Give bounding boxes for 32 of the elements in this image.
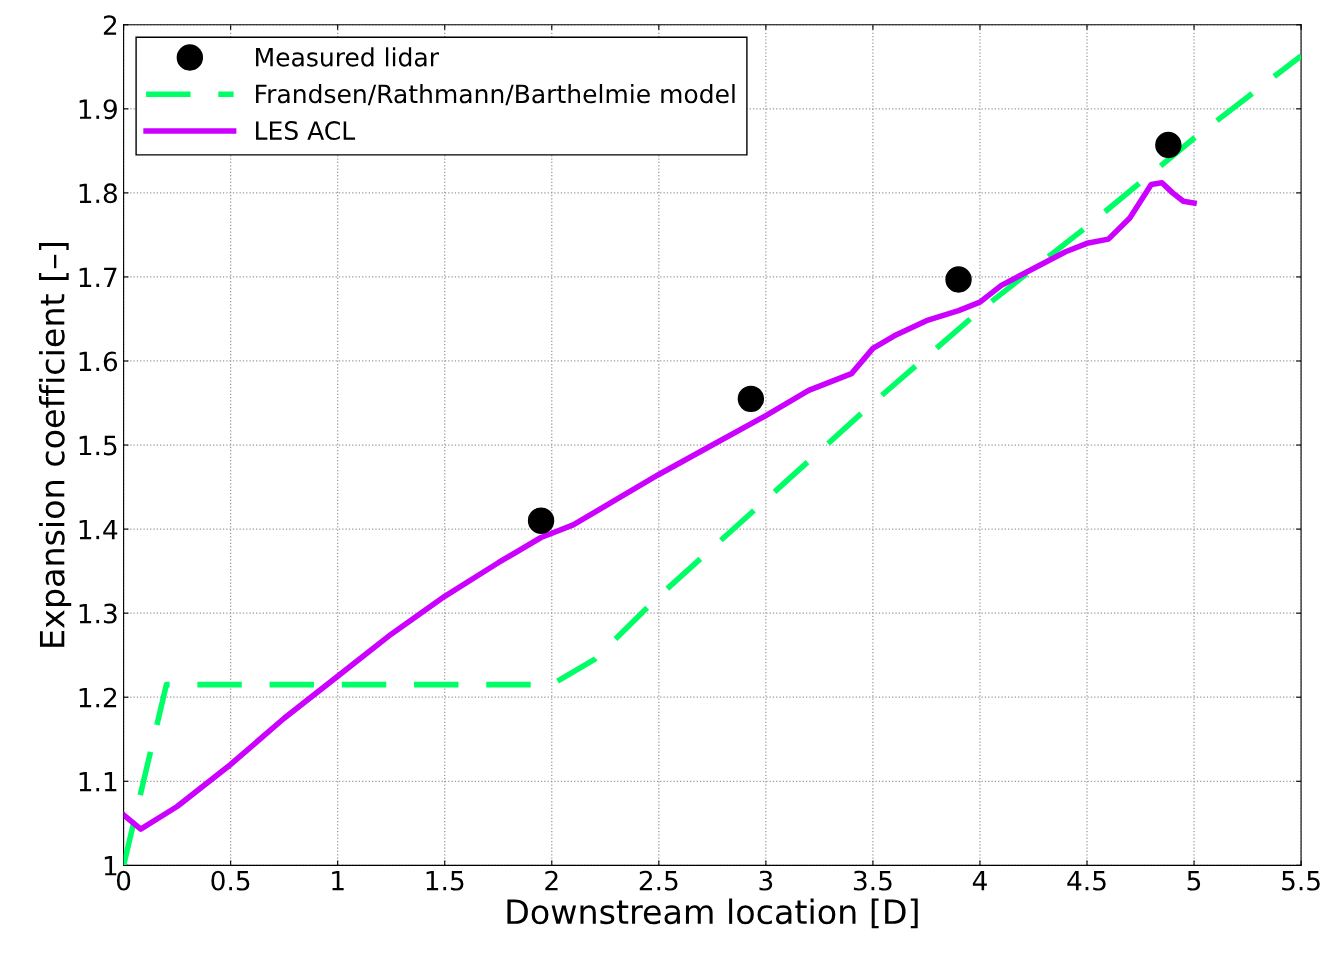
point: [945, 266, 972, 293]
point: [527, 507, 555, 534]
x-tick-label: 1.5: [426, 871, 464, 891]
x-tick-label: 0.5: [211, 870, 250, 891]
point: [737, 385, 765, 413]
y-tick-label: 2: [103, 15, 117, 35]
x-tick-label: 0: [116, 870, 131, 891]
x-tick-label: 2.5: [639, 870, 678, 891]
y-tick-label: 1.8: [79, 183, 117, 204]
y-tick-label: 1.9: [79, 99, 117, 120]
y-tick-label: 1.6: [79, 351, 118, 372]
x-tick-label: 5: [1187, 871, 1201, 891]
x-tick-label: 5.5: [1282, 871, 1320, 891]
y-tick-label: 1.4: [79, 519, 118, 540]
x-tick-label: 3: [759, 870, 773, 891]
y-tick-label: 1.5: [79, 435, 117, 456]
point: [1155, 131, 1182, 159]
x-tick-label: 4.5: [1067, 871, 1106, 891]
x-tick-label: 3.5: [853, 870, 892, 891]
x-tick-label: 1: [332, 871, 344, 891]
y-axis-title: Expansion coefficient [–]: [38, 243, 72, 647]
x-axis-title: Downstream location [D]: [507, 898, 918, 929]
legend-label: LES ACL: [256, 121, 356, 141]
y-tick-label: 1.1: [79, 772, 117, 792]
legend-label: Measured lidar: [256, 47, 440, 67]
y-tick-label: 1.3: [79, 603, 117, 624]
x-tick-label: 2: [545, 870, 558, 891]
y-tick-label: 1: [104, 856, 117, 876]
y-tick-label: 1.7: [79, 267, 117, 287]
y-tick-label: 1.2: [79, 687, 117, 708]
x-tick-label: 4: [972, 871, 987, 891]
legend-label: Frandsen/Rathmann/Barthelmie model: [256, 83, 735, 106]
